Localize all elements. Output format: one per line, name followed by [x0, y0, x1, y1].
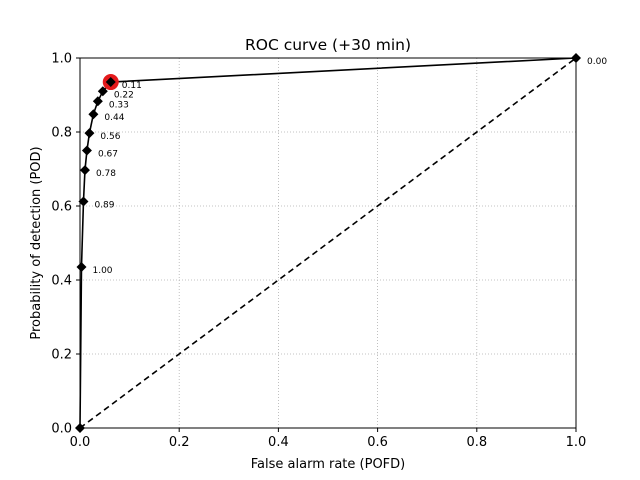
data-point-marker: [81, 145, 92, 156]
data-point-marker: [88, 109, 99, 120]
y-tick-label: 0.2: [51, 348, 72, 363]
x-tick-label: 0.8: [466, 435, 487, 450]
plot-frame: [79, 57, 577, 429]
y-tick-label: 0.0: [51, 422, 72, 437]
y-tick-label: 0.4: [51, 274, 72, 289]
point-threshold-label: 0.11: [122, 81, 142, 91]
y-axis-label: Probability of detection (POD): [29, 146, 44, 339]
data-point-marker: [92, 96, 103, 107]
point-threshold-label: 0.78: [96, 169, 116, 179]
x-tick-label: 0.0: [70, 435, 91, 450]
data-point-marker: [78, 196, 89, 207]
x-tick-label: 1.0: [566, 435, 587, 450]
x-tick-label: 0.2: [169, 435, 190, 450]
x-tick-label: 0.4: [268, 435, 289, 450]
point-threshold-label: 1.00: [92, 266, 112, 276]
x-tick-label: 0.6: [367, 435, 388, 450]
data-point-marker: [76, 262, 87, 273]
point-threshold-label: 0.56: [100, 132, 120, 142]
y-tick-label: 0.6: [51, 200, 72, 215]
x-axis-label: False alarm rate (POFD): [251, 457, 405, 472]
data-point-marker: [84, 128, 95, 139]
point-threshold-label: 0.00: [587, 57, 607, 67]
point-threshold-label: 0.33: [109, 100, 129, 110]
data-point-marker: [79, 165, 90, 176]
reference-line: [79, 57, 577, 429]
point-threshold-label: 0.67: [98, 150, 118, 160]
y-tick-label: 1.0: [51, 52, 72, 67]
y-tick-label: 0.8: [51, 126, 72, 141]
plot-area: 1.00 0.89 0.78 0.67 0.56 0.44 0.330.220.11 0.00: [75, 53, 607, 433]
point-threshold-label: 0.89: [94, 201, 114, 211]
data-point-marker: [105, 77, 116, 88]
point-threshold-label: 0.22: [114, 90, 134, 100]
point-threshold-label: 0.44: [104, 113, 124, 123]
chart-title: ROC curve (+30 min): [245, 36, 411, 54]
data-point-marker: [97, 86, 108, 97]
axes: 0.0 0.2 0.4 0.6 0.8 1.0 0.0 0.2 0.4 0.6 0.8 1.0: [51, 52, 586, 451]
